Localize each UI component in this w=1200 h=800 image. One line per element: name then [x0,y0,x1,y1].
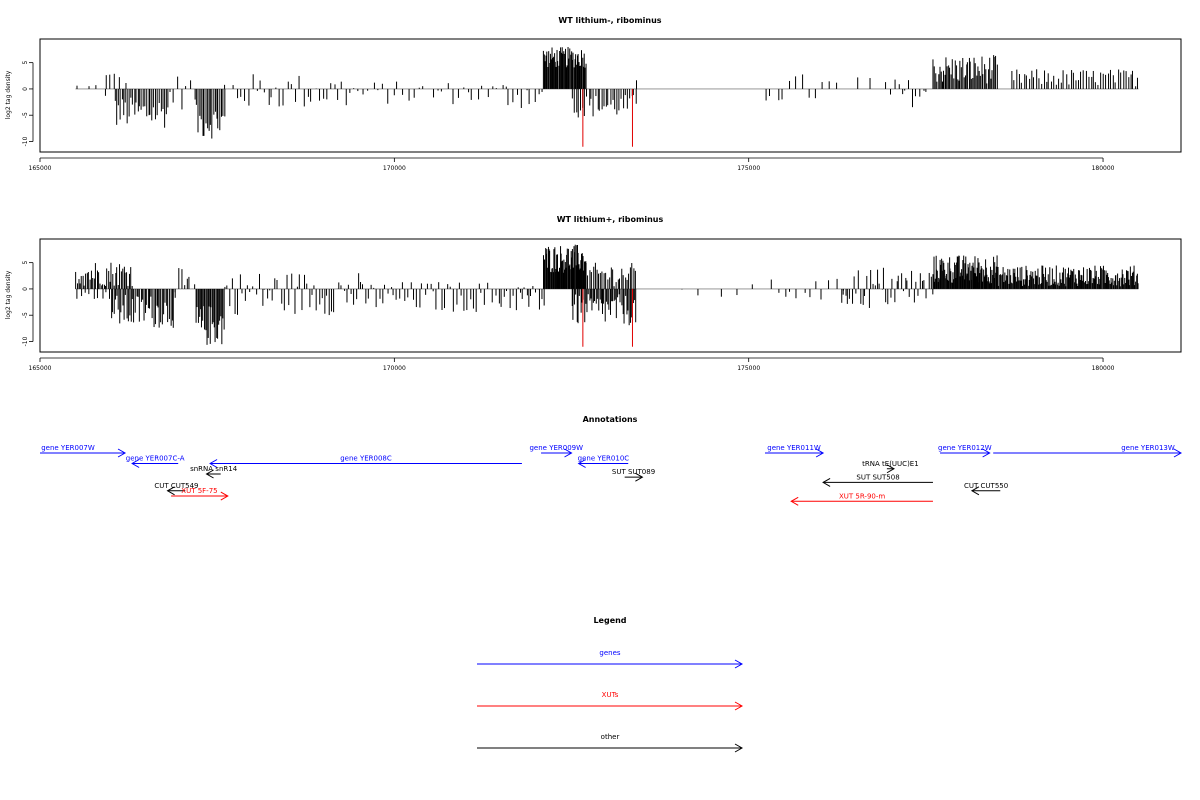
annotation-label: XUT 5R-90-m [839,492,885,500]
x-tick-label: 170000 [383,365,406,372]
annotation-label: SUT SUT089 [612,468,655,476]
legend-label: XUTs [602,691,619,699]
plot-frame [39,38,1182,153]
annotation-label: SUT SUT508 [856,473,899,481]
y-axis: 5 0 -5 -10 [22,61,34,146]
annotation-arrow [40,448,127,458]
track-title: WT lithium+, ribominus [557,215,664,224]
legend-panel: Legend genes XUTs other [477,616,744,753]
signal-bars [75,244,1139,347]
annotation-arrow [764,448,825,458]
x-tick-label: 175000 [737,165,760,172]
annotation-arrow [166,486,186,496]
annotation-arrow [131,459,179,468]
annotation-arrow [822,477,933,487]
annotation-label: XUT 5F-75 [181,487,217,495]
signal-bars [75,47,1139,147]
plot-frame [39,238,1182,353]
annotation-arrow [171,491,229,501]
legend-label: genes [599,649,620,657]
annotation-arrow [993,448,1183,458]
legend-arrow [477,659,744,669]
annotation-label: gene YER012W [938,444,992,452]
annotation-label: tRNA tE(UUC)E1 [862,460,919,468]
annotation-arrow [886,464,895,474]
x-tick-label: 175000 [737,365,760,372]
y-tick-label: -10 [22,136,29,146]
annotation-arrow [624,472,644,482]
y-axis-label: log2 tag density [5,270,12,319]
annotations-title: Annotations [583,415,638,424]
annotation-label: gene YER007W [41,444,95,452]
y-tick-label: 5 [22,61,29,65]
track-panel-lithium-plus: WT lithium+, ribominus log2 tag density … [5,215,1182,372]
annotation-arrow [970,486,1001,496]
y-tick-label: -10 [22,336,29,346]
annotation-label: gene YER007C-A [126,455,185,463]
legend-items: genes XUTs other [477,649,744,753]
track-title: WT lithium-, ribominus [558,16,661,25]
annotation-arrow [940,448,991,458]
legend-arrow [477,743,744,753]
annotation-label: CUT CUT549 [154,482,198,490]
y-tick-label: 5 [22,261,29,265]
y-axis: 5 0 -5 -10 [22,261,34,346]
legend-title: Legend [593,616,626,625]
track-panel-lithium-minus: WT lithium-, ribominus log2 tag density … [5,16,1182,172]
annotation-features: gene YER007W gene YER007C-A gene YER008C ge… [40,444,1183,506]
x-tick-label: 180000 [1092,365,1115,372]
x-tick-label: 165000 [29,365,52,372]
annotation-arrow [577,459,629,468]
x-axis: 165000 170000 175000 180000 [29,157,1115,172]
annotation-arrow [541,448,573,458]
annotation-label: gene YER010C [578,455,630,463]
annotation-label: gene YER009W [529,444,583,452]
legend-label: other [601,733,620,741]
y-tick-label: -5 [22,112,29,118]
annotation-label: snRNA snR14 [190,465,238,473]
x-tick-label: 180000 [1092,165,1115,172]
legend-arrow [477,701,744,711]
y-tick-label: 0 [22,87,29,91]
y-tick-label: 0 [22,287,29,291]
x-tick-label: 170000 [383,165,406,172]
x-tick-label: 165000 [29,165,52,172]
y-tick-label: -5 [22,312,29,318]
y-axis-label: log2 tag density [5,70,12,119]
annotation-arrow [790,496,933,506]
annotation-label: gene YER011W [767,444,821,452]
annotation-arrow [209,459,522,468]
x-axis: 165000 170000 175000 180000 [29,357,1115,372]
annotation-arrow [205,469,221,479]
annotation-label: gene YER013W [1121,444,1175,452]
annotation-label: CUT CUT550 [964,482,1008,490]
annotation-label: gene YER008C [340,455,392,463]
